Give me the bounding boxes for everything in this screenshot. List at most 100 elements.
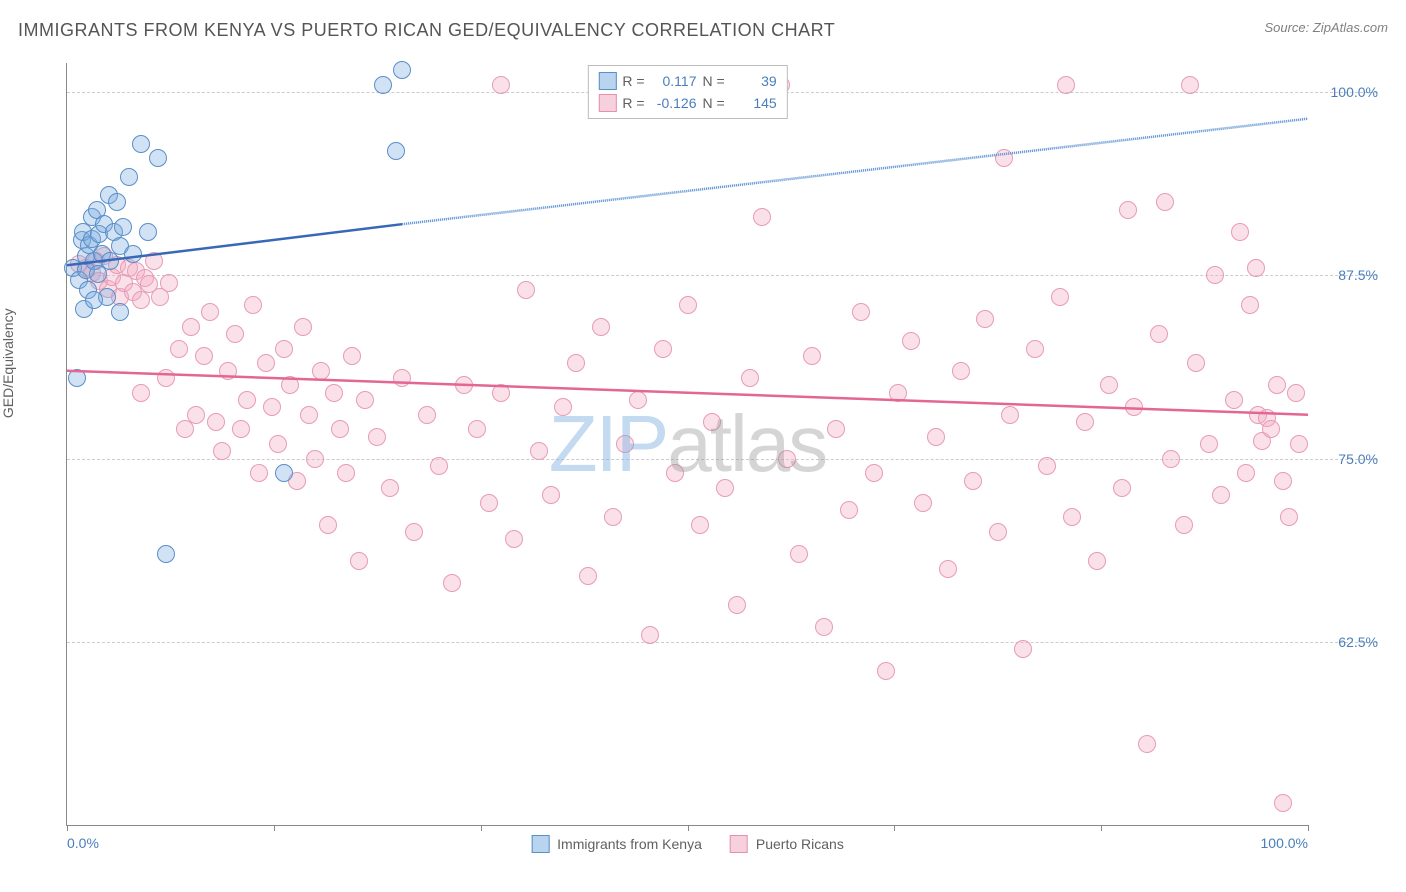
data-point-pr xyxy=(1038,457,1056,475)
data-point-pr xyxy=(679,296,697,314)
watermark: ZIPatlas xyxy=(549,398,826,490)
data-point-pr xyxy=(517,281,535,299)
data-point-pr xyxy=(840,501,858,519)
data-point-pr xyxy=(579,567,597,585)
data-point-pr xyxy=(1063,508,1081,526)
data-point-kenya xyxy=(157,545,175,563)
data-point-pr xyxy=(976,310,994,328)
data-point-pr xyxy=(132,384,150,402)
data-point-pr xyxy=(480,494,498,512)
data-point-pr xyxy=(325,384,343,402)
source-prefix: Source: xyxy=(1264,20,1312,35)
x-tick xyxy=(67,825,68,831)
data-point-pr xyxy=(1200,435,1218,453)
y-tick-label: 100.0% xyxy=(1318,84,1378,100)
data-point-pr xyxy=(187,406,205,424)
gridline xyxy=(67,459,1378,460)
data-point-pr xyxy=(567,354,585,372)
data-point-pr xyxy=(1241,296,1259,314)
data-point-pr xyxy=(356,391,374,409)
data-point-pr xyxy=(1125,398,1143,416)
data-point-pr xyxy=(492,76,510,94)
data-point-pr xyxy=(616,435,634,453)
data-point-pr xyxy=(393,369,411,387)
data-point-pr xyxy=(852,303,870,321)
legend-row-kenya: R = 0.117 N = 39 xyxy=(598,70,776,92)
data-point-pr xyxy=(160,274,178,292)
data-point-pr xyxy=(250,464,268,482)
data-point-pr xyxy=(1088,552,1106,570)
data-point-pr xyxy=(554,398,572,416)
data-point-pr xyxy=(1287,384,1305,402)
data-point-pr xyxy=(306,450,324,468)
data-point-pr xyxy=(455,376,473,394)
data-point-pr xyxy=(443,574,461,592)
data-point-pr xyxy=(244,296,262,314)
x-tick xyxy=(894,825,895,831)
legend-item-pr: Puerto Ricans xyxy=(730,835,844,853)
data-point-pr xyxy=(1231,223,1249,241)
data-point-pr xyxy=(995,149,1013,167)
data-point-pr xyxy=(381,479,399,497)
data-point-pr xyxy=(157,369,175,387)
data-point-kenya xyxy=(275,464,293,482)
y-tick-label: 75.0% xyxy=(1318,451,1378,467)
legend-swatch-pr-icon xyxy=(730,835,748,853)
data-point-pr xyxy=(753,208,771,226)
legend-label-kenya: Immigrants from Kenya xyxy=(557,836,702,852)
data-point-pr xyxy=(778,450,796,468)
data-point-pr xyxy=(889,384,907,402)
y-tick-label: 62.5% xyxy=(1318,634,1378,650)
data-point-pr xyxy=(827,420,845,438)
data-point-pr xyxy=(815,618,833,636)
data-point-kenya xyxy=(387,142,405,160)
legend-r-value-pr: -0.126 xyxy=(651,95,697,111)
data-point-pr xyxy=(1076,413,1094,431)
data-point-pr xyxy=(703,413,721,431)
data-point-pr xyxy=(1237,464,1255,482)
data-point-pr xyxy=(803,347,821,365)
data-point-pr xyxy=(1150,325,1168,343)
legend-n-value-kenya: 39 xyxy=(731,73,777,89)
data-point-pr xyxy=(1206,266,1224,284)
legend-row-pr: R = -0.126 N = 145 xyxy=(598,92,776,114)
data-point-pr xyxy=(964,472,982,490)
data-point-pr xyxy=(666,464,684,482)
legend-r-value-kenya: 0.117 xyxy=(651,73,697,89)
x-tick-label: 0.0% xyxy=(67,835,99,851)
data-point-kenya xyxy=(124,245,142,263)
data-point-pr xyxy=(877,662,895,680)
data-point-pr xyxy=(257,354,275,372)
legend-r-label: R = xyxy=(622,73,644,89)
data-point-pr xyxy=(1225,391,1243,409)
data-point-pr xyxy=(1026,340,1044,358)
data-point-pr xyxy=(1119,201,1137,219)
plot-area: ZIPatlas R = 0.117 N = 39 R = -0.126 N =… xyxy=(66,63,1308,826)
data-point-pr xyxy=(232,420,250,438)
data-point-pr xyxy=(312,362,330,380)
data-point-pr xyxy=(145,252,163,270)
data-point-pr xyxy=(132,291,150,309)
data-point-pr xyxy=(1014,640,1032,658)
source-attribution: Source: ZipAtlas.com xyxy=(1264,20,1388,35)
data-point-pr xyxy=(213,442,231,460)
legend-swatch-kenya-icon xyxy=(531,835,549,853)
legend-swatch-pr xyxy=(598,94,616,112)
data-point-kenya xyxy=(68,369,86,387)
data-point-kenya xyxy=(149,149,167,167)
data-point-pr xyxy=(1100,376,1118,394)
x-tick xyxy=(1308,825,1309,831)
data-point-pr xyxy=(300,406,318,424)
legend-label-pr: Puerto Ricans xyxy=(756,836,844,852)
watermark-atlas: atlas xyxy=(667,399,826,488)
data-point-pr xyxy=(939,560,957,578)
data-point-pr xyxy=(1268,376,1286,394)
data-point-pr xyxy=(170,340,188,358)
data-point-pr xyxy=(1187,354,1205,372)
data-point-kenya xyxy=(132,135,150,153)
data-point-kenya xyxy=(111,303,129,321)
legend-n-label: N = xyxy=(703,95,725,111)
data-point-pr xyxy=(865,464,883,482)
data-point-pr xyxy=(1138,735,1156,753)
data-point-pr xyxy=(201,303,219,321)
